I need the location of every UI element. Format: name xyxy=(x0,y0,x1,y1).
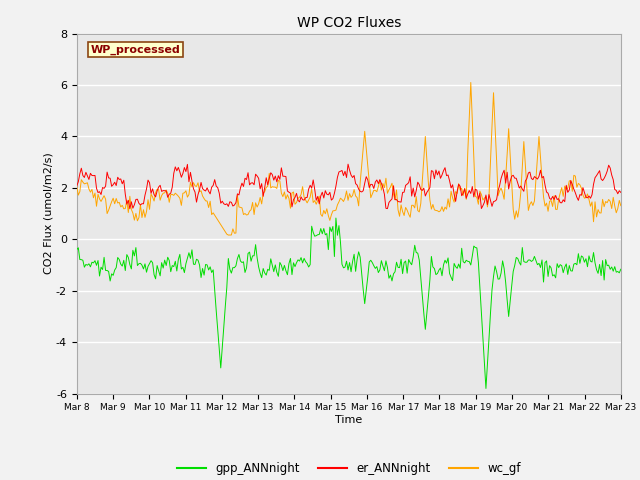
Text: WP_processed: WP_processed xyxy=(90,44,180,55)
Legend: gpp_ANNnight, er_ANNnight, wc_gf: gpp_ANNnight, er_ANNnight, wc_gf xyxy=(172,457,526,480)
Y-axis label: CO2 Flux (umol/m2/s): CO2 Flux (umol/m2/s) xyxy=(43,153,53,275)
X-axis label: Time: Time xyxy=(335,415,362,425)
Title: WP CO2 Fluxes: WP CO2 Fluxes xyxy=(296,16,401,30)
